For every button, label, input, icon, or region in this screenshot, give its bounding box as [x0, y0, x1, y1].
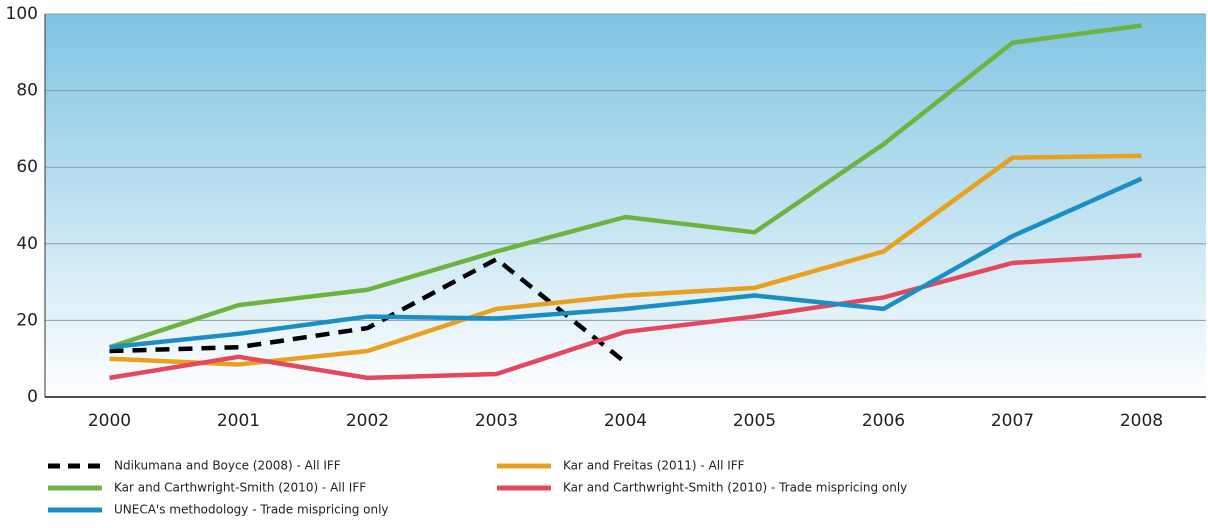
plot-area [45, 14, 1206, 397]
series-line [109, 176, 1143, 350]
y-tick-label: 80 [16, 81, 38, 101]
series-line [109, 253, 1142, 381]
series-line [109, 153, 1142, 367]
x-tick-label: 2001 [217, 411, 260, 431]
series-line [109, 256, 627, 365]
y-tick-label: 100 [6, 4, 38, 24]
x-tick-label: 2000 [88, 411, 131, 431]
y-tick-label: 60 [16, 157, 38, 177]
series-line [108, 23, 1142, 350]
y-tick-label: 20 [16, 310, 38, 330]
x-tick-label: 2007 [991, 411, 1034, 431]
x-tick-label: 2008 [1120, 411, 1163, 431]
y-tick-label: 0 [27, 387, 38, 407]
legend-label: Ndikumana and Boyce (2008) - All IFF [114, 459, 341, 473]
legend-label: Kar and Carthwright-Smith (2010) - All I… [114, 481, 366, 495]
x-tick-label: 2006 [862, 411, 905, 431]
legend-label: Kar and Carthwright-Smith (2010) - Trade… [563, 481, 907, 495]
legend-label: Kar and Freitas (2011) - All IFF [563, 459, 745, 473]
x-tick-label: 2005 [733, 411, 776, 431]
x-tick-label: 2002 [346, 411, 389, 431]
x-tick-label: 2004 [604, 411, 647, 431]
legend-label: UNECA's methodology - Trade mispricing o… [114, 503, 389, 517]
x-tick-label: 2003 [475, 411, 518, 431]
y-tick-label: 40 [16, 234, 38, 254]
